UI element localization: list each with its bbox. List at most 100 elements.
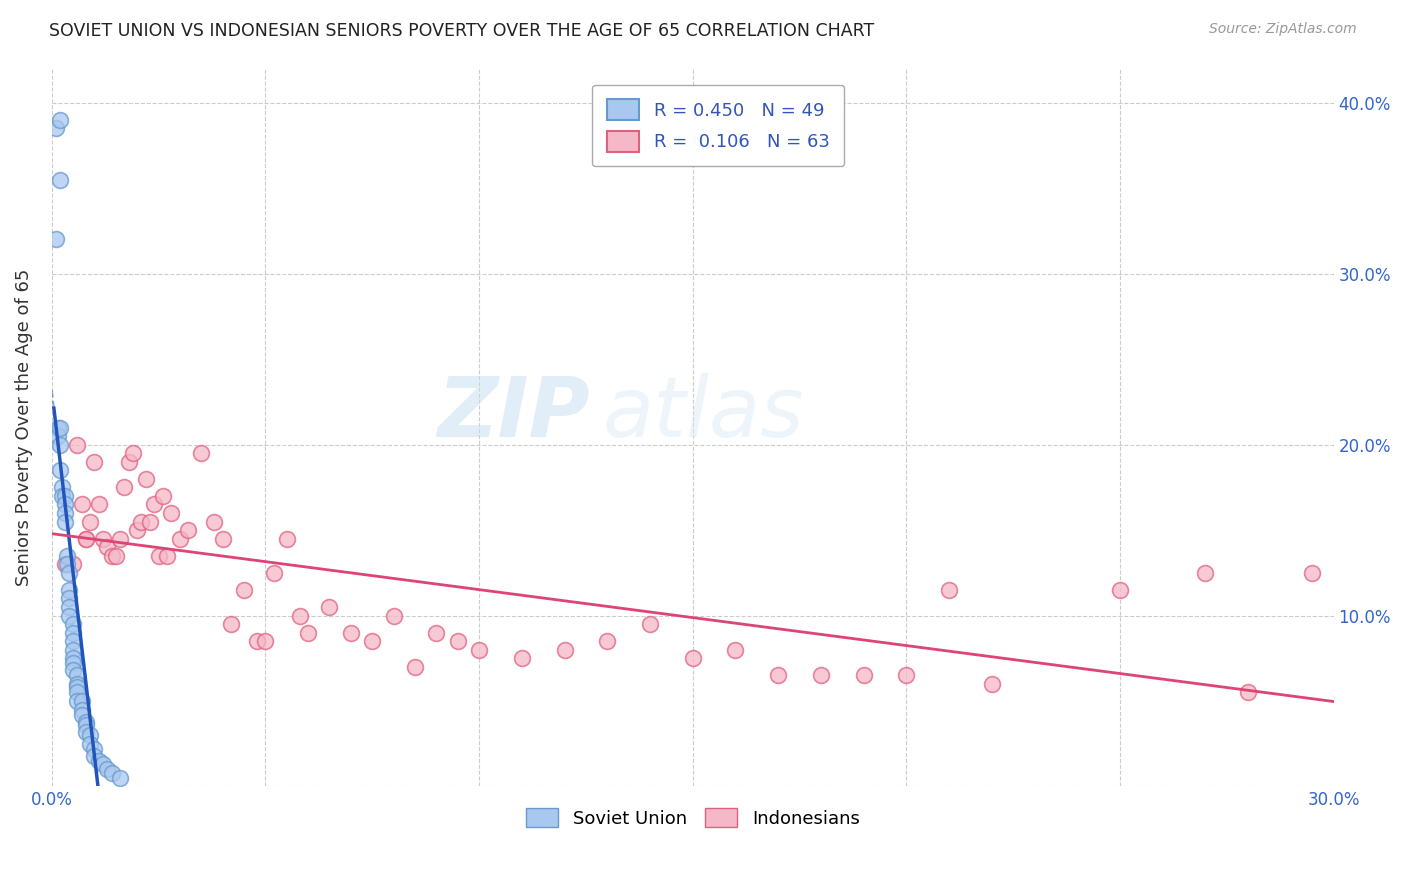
- Point: [96, 763, 118, 777]
- Point: [75, 718, 97, 732]
- Point: [160, 506, 183, 520]
- Point: [318, 599, 340, 614]
- Point: [75, 532, 97, 546]
- Point: [340, 625, 363, 640]
- Point: [96, 540, 118, 554]
- Point: [53, 558, 76, 572]
- Point: [91, 532, 114, 546]
- Point: [53, 497, 76, 511]
- Point: [45, 232, 67, 246]
- Point: [62, 625, 84, 640]
- Point: [62, 663, 84, 677]
- Point: [66, 677, 89, 691]
- Point: [100, 549, 122, 563]
- Point: [58, 566, 80, 580]
- Point: [447, 634, 470, 648]
- Point: [70, 694, 93, 708]
- Point: [1194, 566, 1216, 580]
- Point: [45, 121, 67, 136]
- Point: [49, 112, 72, 127]
- Point: [852, 668, 875, 682]
- Point: [49, 463, 72, 477]
- Point: [79, 728, 101, 742]
- Point: [382, 608, 405, 623]
- Point: [254, 634, 277, 648]
- Point: [49, 437, 72, 451]
- Point: [46, 420, 69, 434]
- Point: [682, 651, 704, 665]
- Point: [58, 582, 80, 597]
- Point: [58, 608, 80, 623]
- Point: [1301, 566, 1323, 580]
- Point: [143, 497, 166, 511]
- Point: [468, 642, 491, 657]
- Point: [49, 172, 72, 186]
- Point: [62, 617, 84, 632]
- Y-axis label: Seniors Poverty Over the Age of 65: Seniors Poverty Over the Age of 65: [15, 268, 32, 586]
- Point: [79, 515, 101, 529]
- Text: atlas: atlas: [603, 373, 804, 454]
- Point: [980, 677, 1002, 691]
- Point: [156, 549, 179, 563]
- Point: [108, 532, 131, 546]
- Point: [638, 617, 661, 632]
- Point: [112, 480, 135, 494]
- Point: [58, 599, 80, 614]
- Point: [263, 566, 285, 580]
- Point: [276, 532, 298, 546]
- Point: [219, 617, 242, 632]
- Point: [87, 497, 110, 511]
- Point: [62, 657, 84, 671]
- Point: [66, 681, 89, 695]
- Point: [83, 748, 105, 763]
- Point: [46, 429, 69, 443]
- Point: [810, 668, 832, 682]
- Point: [70, 707, 93, 722]
- Point: [108, 771, 131, 785]
- Legend: Soviet Union, Indonesians: Soviet Union, Indonesians: [519, 801, 868, 835]
- Point: [596, 634, 619, 648]
- Point: [58, 591, 80, 606]
- Text: ZIP: ZIP: [437, 373, 591, 454]
- Point: [361, 634, 384, 648]
- Point: [297, 625, 319, 640]
- Point: [1109, 582, 1132, 597]
- Point: [62, 651, 84, 665]
- Point: [766, 668, 789, 682]
- Point: [118, 455, 141, 469]
- Point: [79, 737, 101, 751]
- Point: [127, 523, 149, 537]
- Point: [288, 608, 311, 623]
- Point: [896, 668, 918, 682]
- Point: [425, 625, 447, 640]
- Point: [75, 724, 97, 739]
- Point: [75, 714, 97, 729]
- Point: [177, 523, 200, 537]
- Point: [246, 634, 269, 648]
- Point: [66, 694, 89, 708]
- Point: [49, 420, 72, 434]
- Point: [211, 532, 233, 546]
- Point: [190, 446, 212, 460]
- Point: [53, 515, 76, 529]
- Point: [202, 515, 225, 529]
- Point: [938, 582, 960, 597]
- Point: [83, 742, 105, 756]
- Point: [66, 437, 89, 451]
- Point: [83, 455, 105, 469]
- Point: [510, 651, 533, 665]
- Point: [66, 685, 89, 699]
- Point: [169, 532, 191, 546]
- Point: [53, 489, 76, 503]
- Point: [51, 489, 73, 503]
- Point: [724, 642, 747, 657]
- Point: [53, 506, 76, 520]
- Point: [1237, 685, 1260, 699]
- Point: [404, 660, 426, 674]
- Point: [66, 668, 89, 682]
- Point: [62, 642, 84, 657]
- Point: [233, 582, 256, 597]
- Point: [70, 702, 93, 716]
- Point: [122, 446, 145, 460]
- Point: [152, 489, 174, 503]
